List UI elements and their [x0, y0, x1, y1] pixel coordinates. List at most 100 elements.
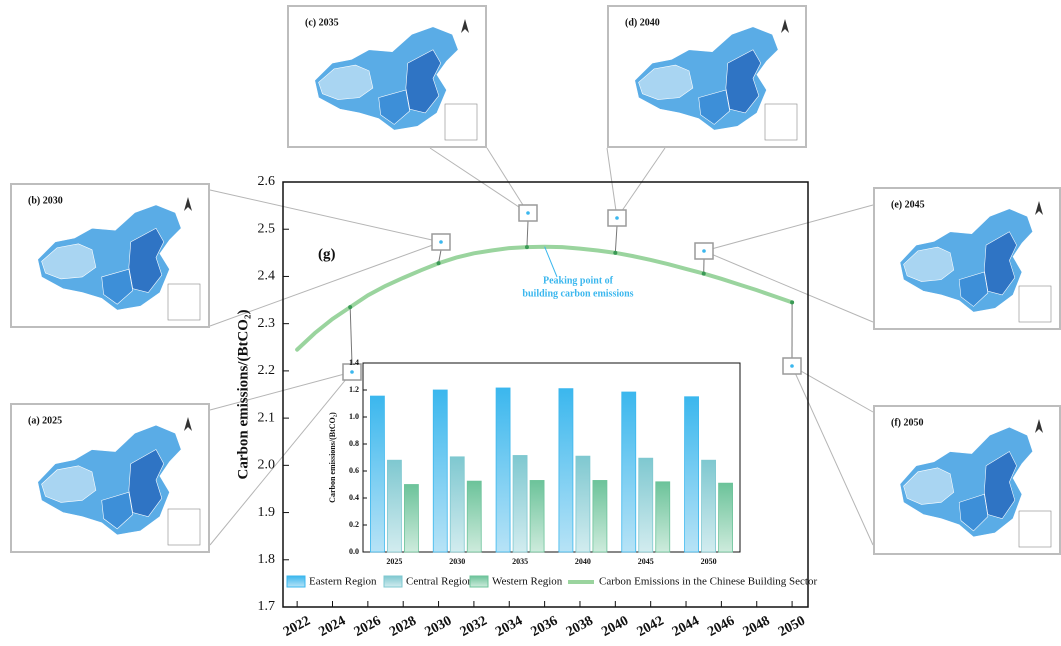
- callout-dot: [350, 370, 354, 374]
- map-title: (d) 2040: [625, 17, 660, 28]
- bar: [404, 484, 419, 553]
- inset-y-title: Carbon emissions/(BtCO₂): [328, 412, 337, 503]
- bar: [592, 480, 608, 553]
- north-arrow: [461, 19, 469, 33]
- bar: [575, 455, 591, 553]
- line-point: [524, 245, 529, 250]
- connector: [209, 371, 353, 411]
- connector: [209, 189, 442, 243]
- connector: [429, 147, 529, 214]
- connector: [791, 365, 874, 413]
- panel-label: (g): [318, 246, 336, 262]
- legend-label: Western Region: [492, 576, 563, 588]
- bar: [529, 480, 545, 553]
- connector: [703, 250, 874, 323]
- x-tick-label: 2030: [423, 614, 455, 640]
- y-tick-label: 2.6: [258, 174, 276, 189]
- map-inset: [1018, 285, 1052, 323]
- inset-y-tick-label: 0.2: [349, 520, 359, 529]
- line-point: [436, 261, 441, 266]
- callout-dot: [790, 364, 794, 368]
- inset-x-label: 2040: [575, 557, 591, 566]
- north-arrow: [184, 417, 192, 431]
- x-tick-label: 2032: [458, 614, 490, 640]
- map-title: (b) 2030: [28, 195, 63, 206]
- inset-y-tick-label: 1.0: [349, 412, 359, 421]
- x-tick-label: 2042: [635, 614, 667, 640]
- inset-frame: [362, 362, 741, 553]
- callout-dot: [439, 240, 443, 244]
- map-panels: (a) 2025 (b) 2030 (c) 2035 (d) 2040 (e) 2045…: [10, 5, 1061, 555]
- inset-y-tick-label: 0.8: [349, 439, 359, 448]
- map-inset: [167, 508, 201, 546]
- line-point: [701, 271, 706, 276]
- callout-link: [438, 249, 442, 264]
- callout-link: [526, 220, 529, 248]
- bar: [701, 459, 716, 553]
- bar: [432, 389, 448, 553]
- inset-x-label: 2050: [701, 557, 717, 566]
- legend-label: Eastern Region: [309, 576, 377, 588]
- connector: [486, 147, 529, 214]
- map-inset: [444, 103, 478, 141]
- connector: [606, 147, 618, 219]
- x-tick-label: 2044: [670, 614, 702, 640]
- y-tick-label: 1.9: [258, 505, 276, 520]
- y-tick-label: 2.3: [258, 316, 276, 331]
- inset-y-tick-label: 0.4: [349, 493, 359, 502]
- inset-x-label: 2035: [512, 557, 528, 566]
- map-title: (a) 2025: [28, 415, 62, 426]
- bar: [466, 480, 482, 553]
- x-tick-label: 2024: [316, 614, 348, 640]
- inset-y-tick-label: 1.2: [349, 385, 359, 394]
- x-tick-label: 2048: [741, 614, 773, 640]
- connector: [703, 204, 874, 252]
- connector: [616, 147, 666, 219]
- x-tick-label: 2040: [599, 614, 631, 640]
- inset-x-label: 2045: [638, 557, 654, 566]
- bar: [558, 388, 574, 553]
- peak-note: building carbon emissions: [522, 288, 633, 299]
- peak-note: Peaking point of: [543, 275, 614, 286]
- map-title: (f) 2050: [891, 417, 924, 428]
- legend-label: Carbon Emissions in the Chinese Building…: [599, 576, 817, 588]
- north-arrow: [781, 19, 789, 33]
- line-point: [348, 305, 353, 310]
- x-tick-label: 2036: [529, 614, 561, 640]
- inset-y-tick-label: 1.4: [349, 358, 359, 367]
- connector: [209, 241, 442, 327]
- x-tick-label: 2050: [776, 614, 808, 640]
- emission-line: [295, 244, 795, 352]
- bar: [387, 459, 402, 553]
- inset-y-tick-label: 0.0: [349, 547, 359, 556]
- y-tick-label: 1.7: [258, 599, 276, 614]
- line-point: [613, 250, 618, 255]
- inset-x-label: 2025: [386, 557, 402, 566]
- map-inset: [1018, 510, 1052, 548]
- legend-swatch: [286, 575, 306, 588]
- legend-swatch: [383, 575, 403, 588]
- callout-dot: [615, 216, 619, 220]
- bar: [621, 391, 637, 553]
- peak-pointer: [544, 246, 558, 278]
- connector: [209, 371, 353, 546]
- north-arrow: [1035, 201, 1043, 215]
- bar: [638, 457, 654, 553]
- north-arrow: [184, 197, 192, 211]
- inset-x-label: 2030: [449, 557, 465, 566]
- bar: [495, 387, 511, 553]
- callout-dot: [702, 249, 706, 253]
- x-tick-label: 2026: [352, 614, 384, 640]
- y-tick-label: 2.1: [258, 410, 276, 425]
- legend-swatch: [469, 575, 489, 588]
- bar: [684, 396, 699, 553]
- y-axis-title: Carbon emissions/(BtCO₂): [235, 310, 251, 480]
- callout-link: [349, 307, 353, 365]
- y-tick-label: 1.8: [258, 552, 276, 567]
- map-title: (e) 2045: [891, 199, 925, 210]
- plot-frame: [282, 181, 809, 608]
- map-inset: [167, 283, 201, 321]
- callout-link: [614, 225, 618, 253]
